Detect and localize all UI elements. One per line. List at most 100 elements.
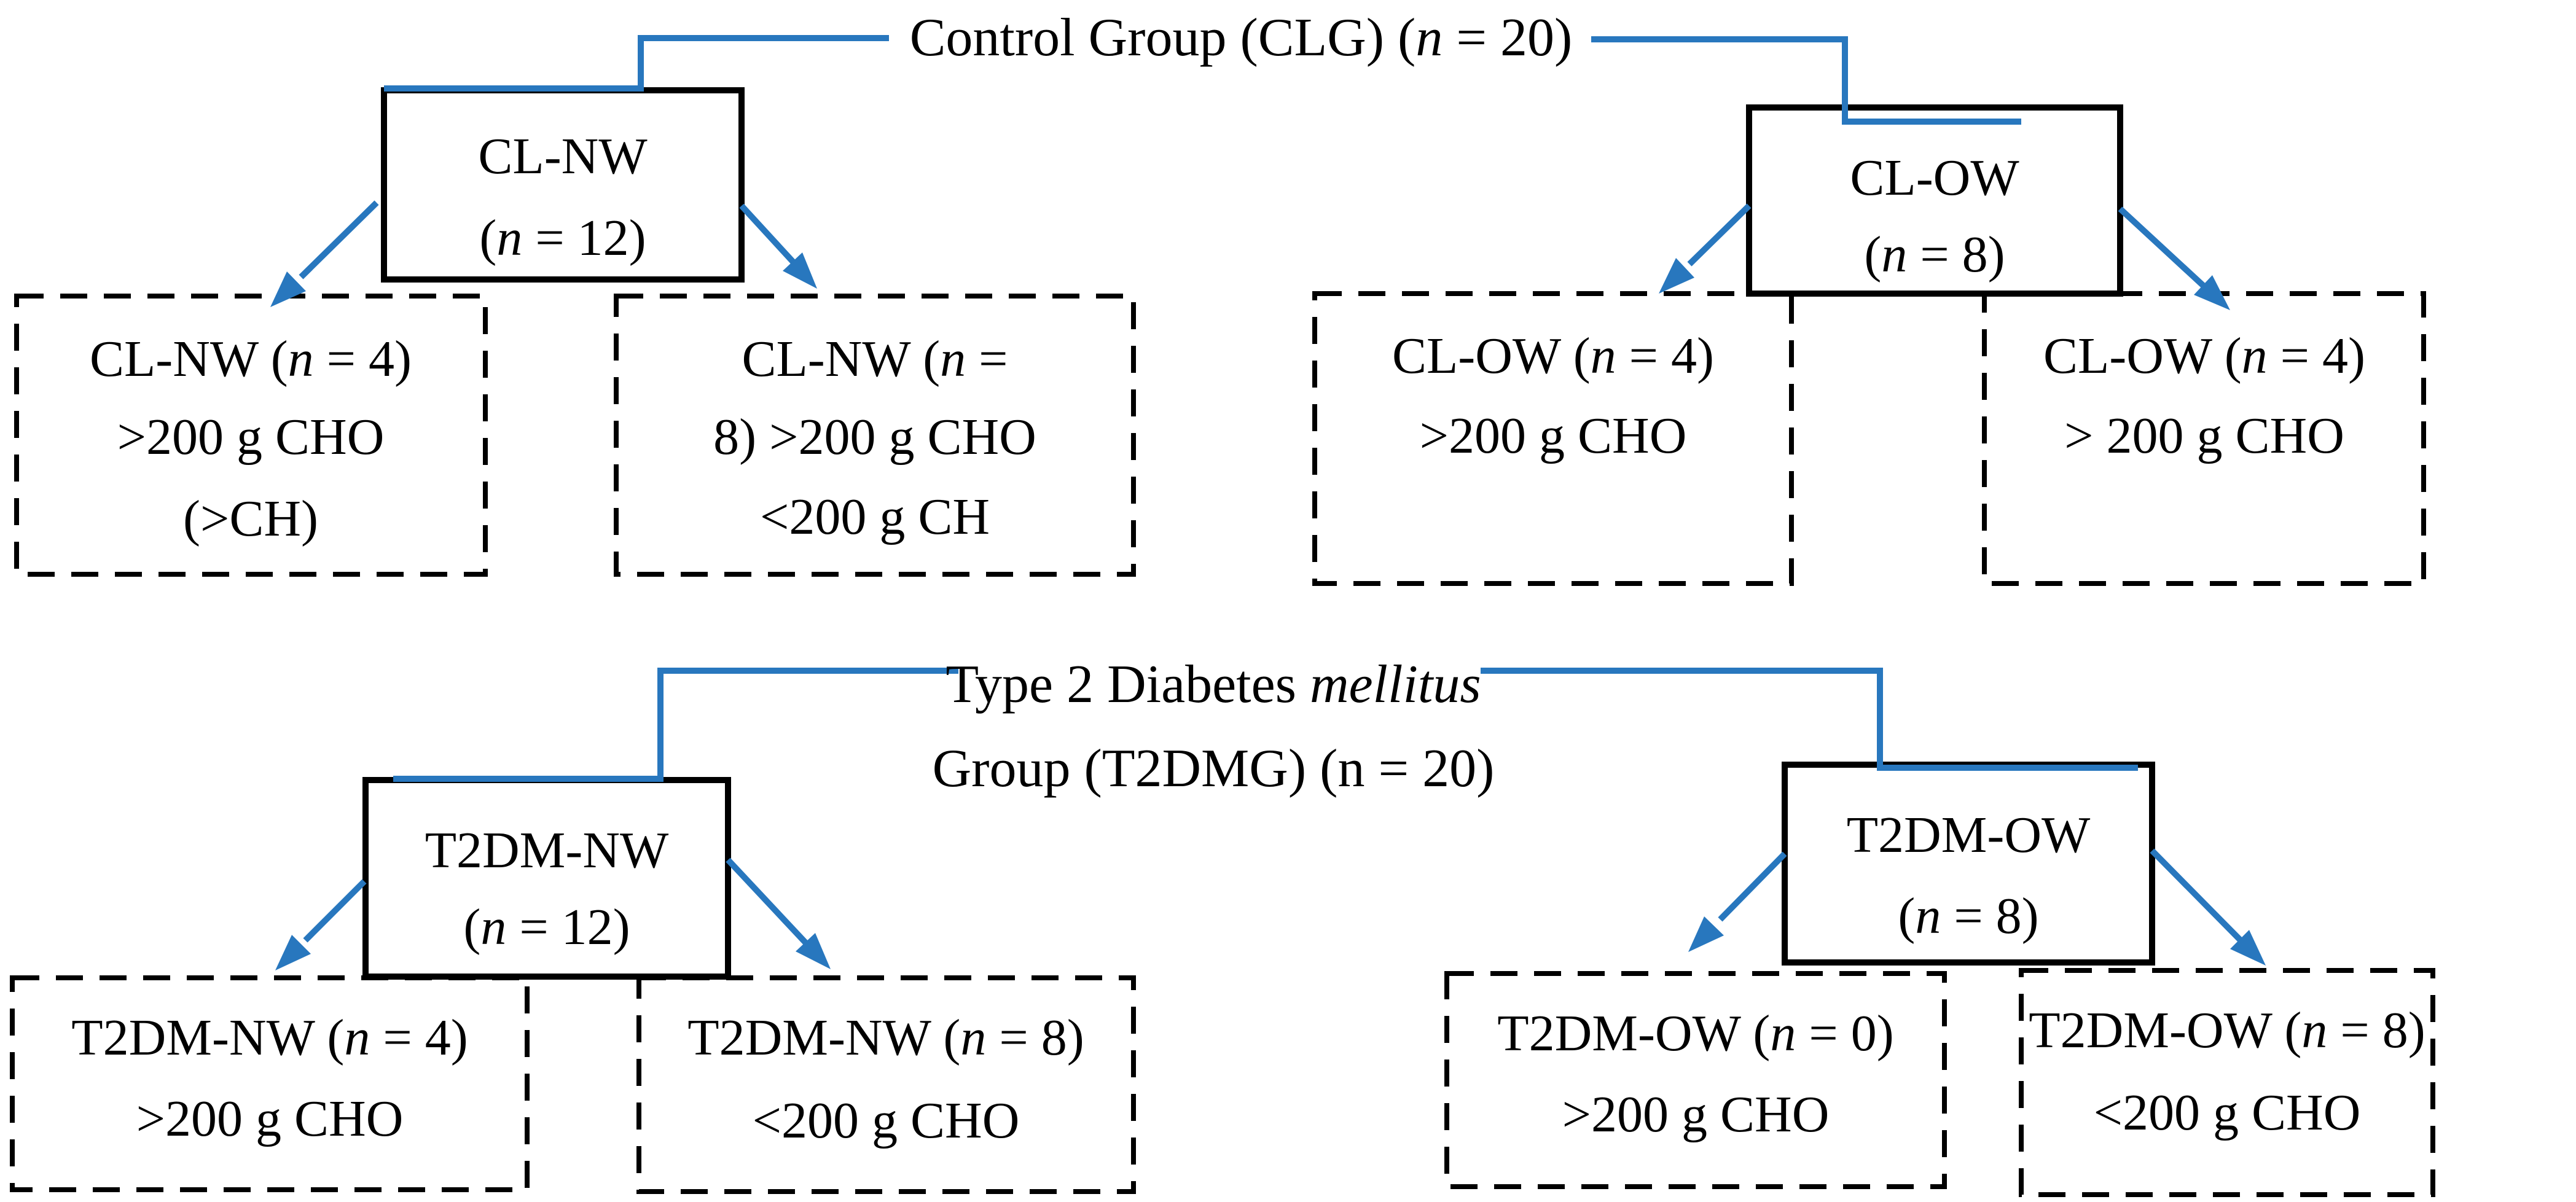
subgroup-cl-nw-1-line2: >200 g CHO: [117, 412, 385, 463]
label-part: = 12): [522, 209, 646, 267]
subgroup-t2dm-nw-2-line1: T2DM-NW (n = 8): [687, 1012, 1084, 1064]
label-part: = 4): [1616, 327, 1715, 384]
label-part: = 8): [1941, 888, 2039, 945]
label-part-italic-n: n: [496, 209, 523, 267]
label-part: >200 g CHO: [117, 408, 385, 466]
subgroup-t2dm-ow-1-line2: >200 g CHO: [1562, 1089, 1830, 1141]
subgroup-cl-ow-2-line2: > 200 g CHO: [2064, 410, 2344, 462]
label-part: (: [463, 899, 481, 956]
label-part-italic-n: n: [940, 330, 966, 388]
label-part-italic: mellitus: [1309, 655, 1481, 714]
arrow-shaft-t2dm-ow-left: [1718, 851, 1787, 922]
label-part: (: [1898, 888, 1916, 945]
subgroup-box-cl-nw-1-outline: [14, 294, 488, 577]
arrow-shaft-cl-nw-right: [739, 203, 799, 268]
subgroup-cl-nw-1-line3: (>CH): [183, 493, 318, 545]
label-part: >200 g CHO: [1562, 1086, 1830, 1143]
label-part-italic-n: n: [1770, 1005, 1796, 1062]
group-box-cl-ow-name: CL-OW: [1850, 152, 2019, 204]
top-title-pre: Control Group (CLG) (: [909, 8, 1416, 68]
label-part: = 4): [2267, 327, 2366, 384]
top-title-italic-n: n: [1415, 8, 1443, 68]
label-part: CL-NW (: [742, 330, 941, 388]
label-part: Group (T2DMG) (n = 20): [932, 739, 1495, 798]
label-part: <200 g CHO: [2093, 1084, 2361, 1141]
label-part: T2DM-NW: [425, 822, 669, 879]
arrow-shaft-t2dm-nw-left: [303, 879, 367, 943]
subgroup-box-t2dm-nw-2-outline: [636, 975, 1136, 1194]
arrowhead-icon-t2dm-nw-left: [275, 935, 311, 970]
label-part: = 4): [313, 330, 412, 388]
group-box-cl-nw-count: (n = 12): [479, 213, 646, 264]
subgroup-cl-ow-2-line1: CL-OW (n = 4): [2043, 330, 2365, 382]
subgroup-t2dm-ow-2-line1: T2DM-OW (n = 8): [2029, 1005, 2425, 1056]
label-part: = 0): [1796, 1005, 1894, 1062]
label-part: (: [1864, 226, 1882, 283]
label-part-italic-n: n: [1881, 226, 1908, 283]
arrowhead-icon-cl-ow-right: [2194, 275, 2230, 310]
label-part: > 200 g CHO: [2064, 407, 2344, 464]
label-part: T2DM-OW: [1846, 806, 2091, 864]
top-title: Control Group (CLG) (n = 20): [910, 11, 1573, 65]
bottom-title-line2: Group (T2DMG) (n = 20): [933, 742, 1495, 796]
subgroup-t2dm-nw-1-line2: >200 g CHO: [136, 1093, 404, 1145]
label-part: = 4): [370, 1009, 468, 1066]
label-part: = 12): [506, 899, 630, 956]
label-part: = 8): [1907, 226, 2005, 283]
label-part: = 8): [2327, 1002, 2425, 1059]
arrow-shaft-cl-ow-left: [1687, 203, 1752, 267]
connector-title2-to-t2dm-nw: [393, 668, 958, 782]
bottom-title-line1: Type 2 Diabetes mellitus: [945, 658, 1481, 712]
label-part: CL-OW (: [1392, 327, 1591, 384]
group-box-t2dm-ow-count: (n = 8): [1898, 891, 2038, 942]
arrow-shaft-t2dm-nw-right: [726, 857, 812, 950]
label-part-italic-n: n: [288, 330, 314, 388]
arrowhead-icon-t2dm-nw-right: [796, 933, 831, 969]
subgroup-cl-nw-1-line1: CL-NW (n = 4): [90, 334, 412, 385]
label-part: >200 g CHO: [1419, 407, 1687, 464]
arrow-shaft-cl-ow-right: [2118, 206, 2211, 293]
subgroup-box-t2dm-ow-1-outline: [1444, 971, 1947, 1189]
label-part: T2DM-OW (: [2029, 1002, 2302, 1059]
label-part: T2DM-OW (: [1497, 1005, 1771, 1062]
label-part: T2DM-NW (: [687, 1009, 961, 1066]
group-box-cl-nw-name: CL-NW: [478, 131, 647, 182]
label-part: <200 g CH: [759, 488, 990, 545]
label-part: CL-NW: [478, 128, 648, 185]
subgroup-cl-nw-2-line2: 8) >200 g CHO: [713, 412, 1036, 463]
label-part: (: [479, 209, 497, 267]
subgroup-box-cl-ow-1-outline: [1312, 291, 1794, 586]
label-part: <200 g CHO: [752, 1092, 1020, 1149]
connector-title2-to-t2dm-ow: [1481, 668, 2138, 771]
arrowhead-icon-cl-ow-left: [1659, 258, 1694, 294]
label-part: CL-OW (: [2043, 327, 2242, 384]
group-box-cl-nw-outline: [381, 87, 745, 283]
connector-title1-to-cl-nw: [384, 35, 889, 92]
group-box-cl-ow-outline: [1746, 104, 2123, 297]
subgroup-t2dm-nw-1-line1: T2DM-NW (n = 4): [71, 1012, 468, 1064]
subgroup-cl-ow-1-line2: >200 g CHO: [1420, 410, 1687, 462]
subgroup-t2dm-nw-2-line2: <200 g CHO: [753, 1095, 1020, 1147]
top-title-post: = 20): [1443, 8, 1573, 68]
label-part: (>CH): [182, 490, 319, 547]
connector-title1-to-cl-ow: [1591, 36, 2021, 125]
arrowhead-icon-cl-nw-right: [783, 252, 817, 289]
arrow-shaft-cl-nw-left: [299, 200, 379, 279]
label-part: Type 2 Diabetes: [945, 655, 1310, 714]
label-part-italic-n: n: [480, 899, 507, 956]
subgroup-box-t2dm-ow-2-outline: [2019, 968, 2435, 1197]
group-box-cl-ow-count: (n = 8): [1864, 229, 2005, 281]
label-part: CL-NW (: [89, 330, 288, 388]
arrowhead-icon-t2dm-ow-right: [2230, 930, 2266, 966]
group-box-t2dm-nw-name: T2DM-NW: [425, 825, 669, 876]
label-part-italic-n: n: [1915, 888, 1941, 945]
label-part: >200 g CHO: [136, 1090, 404, 1147]
subgroup-cl-ow-1-line1: CL-OW (n = 4): [1392, 330, 1714, 382]
subgroup-cl-nw-2-line1: CL-NW (n =: [742, 334, 1008, 385]
group-box-t2dm-ow-name: T2DM-OW: [1847, 810, 2091, 861]
subgroup-t2dm-ow-1-line1: T2DM-OW (n = 0): [1497, 1008, 1893, 1060]
arrow-shaft-t2dm-ow-right: [2150, 848, 2249, 948]
subgroup-t2dm-ow-2-line2: <200 g CHO: [2094, 1087, 2361, 1139]
